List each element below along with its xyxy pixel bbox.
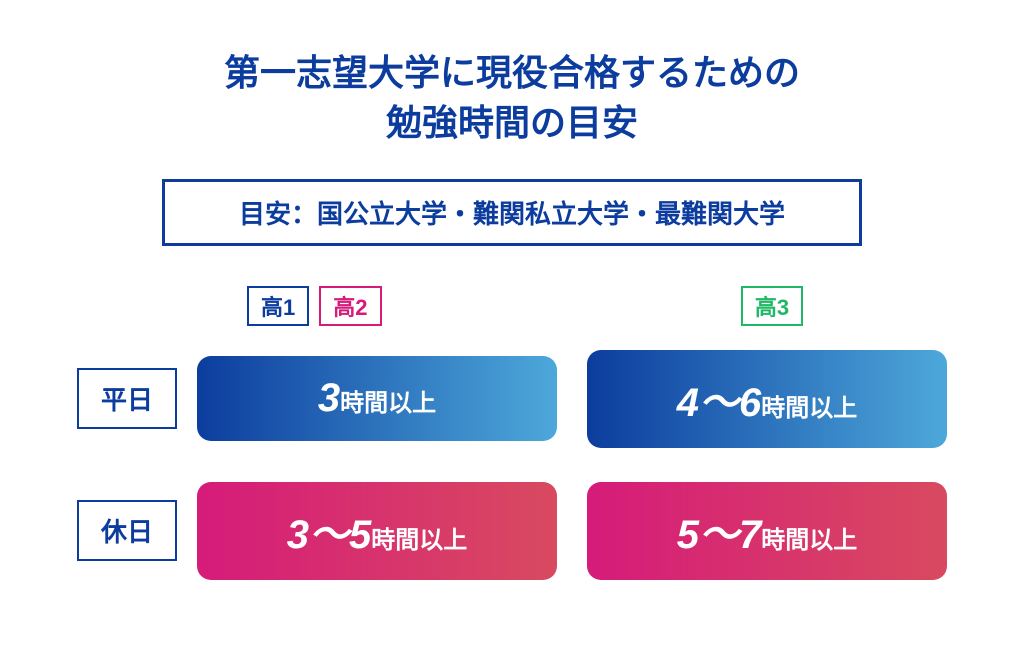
main-title: 第一志望大学に現役合格するための 勉強時間の目安 bbox=[0, 48, 1024, 149]
grade-tag-1: 高1 bbox=[247, 286, 309, 326]
holiday-col2-pill: 5～7時間以上 bbox=[587, 482, 947, 580]
weekday-col2-small: 時間以上 bbox=[761, 395, 857, 422]
weekday-col1-small: 時間以上 bbox=[340, 390, 436, 417]
subtitle-text: 目安：国公立大学・難関私立大学・最難関大学 bbox=[239, 199, 785, 229]
grade-spacer bbox=[77, 286, 197, 326]
study-time-grid: 高1 高2 高3 平日 3時間以上 4～6時間以上 休日 3～5時間以上 5～7… bbox=[77, 286, 947, 580]
grade-tag-2: 高2 bbox=[319, 286, 381, 326]
holiday-row: 休日 3～5時間以上 5～7時間以上 bbox=[77, 482, 947, 580]
grade-tag-3: 高3 bbox=[741, 286, 803, 326]
title-line-2: 勉強時間の目安 bbox=[386, 102, 638, 143]
subtitle-box: 目安：国公立大学・難関私立大学・最難関大学 bbox=[162, 179, 862, 246]
grade-cell-left: 高1 高2 bbox=[197, 286, 597, 326]
holiday-col2-big: 5～7 bbox=[677, 513, 762, 557]
holiday-col1-small: 時間以上 bbox=[371, 527, 467, 554]
grade-header-row: 高1 高2 高3 bbox=[77, 286, 947, 326]
weekday-label: 平日 bbox=[77, 368, 177, 429]
grade-cell-right: 高3 bbox=[597, 286, 947, 326]
weekday-col2-big: 4～6 bbox=[677, 381, 762, 425]
weekday-col1-big: 3 bbox=[318, 376, 340, 420]
weekday-col2-pill: 4～6時間以上 bbox=[587, 350, 947, 448]
weekday-col1-pill: 3時間以上 bbox=[197, 356, 557, 441]
holiday-col1-big: 3～5 bbox=[287, 513, 372, 557]
title-line-1: 第一志望大学に現役合格するための bbox=[224, 52, 800, 93]
holiday-col1-pill: 3～5時間以上 bbox=[197, 482, 557, 580]
holiday-col2-small: 時間以上 bbox=[761, 527, 857, 554]
weekday-row: 平日 3時間以上 4～6時間以上 bbox=[77, 350, 947, 448]
holiday-label: 休日 bbox=[77, 500, 177, 561]
